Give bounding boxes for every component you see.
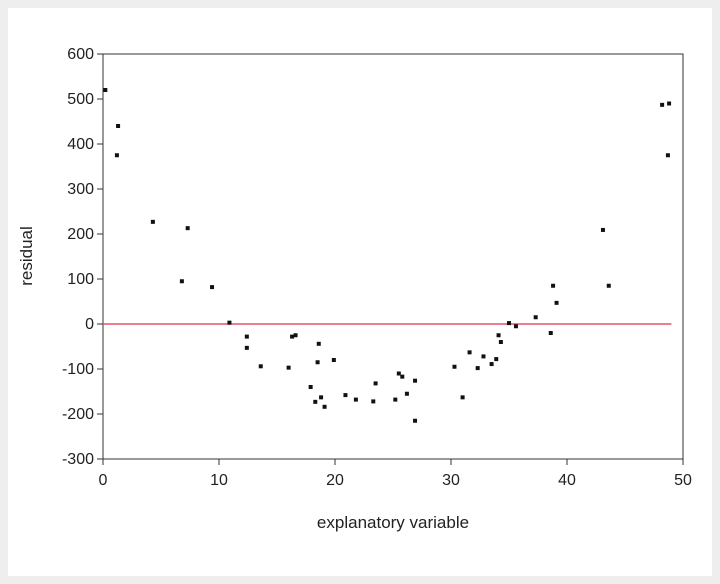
data-point (393, 397, 398, 402)
x-tick-label: 40 (558, 472, 576, 489)
data-point (353, 397, 358, 402)
y-tick-label: 0 (85, 316, 94, 333)
data-point (227, 320, 232, 325)
data-point (322, 404, 327, 409)
data-point (210, 285, 215, 290)
x-tick-label: 20 (326, 472, 344, 489)
data-point (319, 395, 324, 400)
data-point (179, 279, 184, 284)
data-point (313, 399, 318, 404)
data-point (548, 331, 553, 335)
data-point (667, 101, 672, 106)
data-point (600, 227, 605, 232)
y-tick-label: 100 (67, 271, 94, 288)
x-axis-label: explanatory variable (317, 513, 469, 532)
data-point (371, 399, 376, 404)
data-point (606, 283, 611, 288)
data-point (533, 315, 538, 320)
data-point (507, 321, 511, 326)
data-point (660, 102, 665, 107)
data-point (103, 88, 108, 92)
data-point (293, 333, 298, 338)
data-point (290, 334, 295, 339)
data-point (373, 381, 378, 386)
data-point (396, 371, 401, 376)
data-point (489, 362, 494, 367)
data-point (308, 385, 313, 389)
x-tick-label: 50 (674, 472, 692, 489)
plot-frame (102, 53, 684, 460)
data-point (286, 365, 291, 370)
data-point (413, 418, 418, 423)
data-point (185, 226, 190, 231)
data-point (460, 395, 465, 400)
x-tick-label: 0 (99, 472, 108, 489)
data-point (481, 354, 486, 359)
y-tick-label: 400 (67, 136, 94, 153)
y-tick-label: -300 (62, 451, 94, 468)
chart-panel (8, 8, 712, 576)
data-point (494, 357, 499, 362)
data-point (244, 334, 249, 339)
data-point (475, 366, 480, 371)
data-point (498, 340, 503, 344)
data-point (258, 364, 263, 369)
x-tick-label: 10 (210, 472, 228, 489)
data-point (496, 333, 501, 338)
data-point (400, 374, 405, 379)
data-point (331, 358, 336, 362)
data-point (452, 364, 457, 369)
data-point (114, 153, 119, 158)
data-point (413, 378, 418, 383)
y-axis-label: residual (17, 226, 36, 286)
data-point (316, 341, 321, 346)
y-tick-label: 600 (67, 46, 94, 63)
data-point (551, 283, 556, 288)
data-point (315, 360, 320, 365)
data-point (244, 345, 249, 350)
data-point (467, 350, 472, 355)
data-point (513, 324, 518, 329)
y-tick-label: -100 (62, 361, 94, 378)
data-point (116, 124, 121, 128)
data-point (150, 219, 155, 224)
data-point (404, 391, 409, 396)
data-point (665, 153, 670, 158)
y-tick-label: 200 (67, 226, 94, 243)
x-tick-label: 30 (442, 472, 460, 489)
y-tick-label: -200 (62, 406, 94, 423)
data-point (554, 300, 559, 305)
data-point (343, 393, 348, 398)
y-tick-label: 500 (67, 91, 94, 108)
y-tick-label: 300 (67, 181, 94, 198)
